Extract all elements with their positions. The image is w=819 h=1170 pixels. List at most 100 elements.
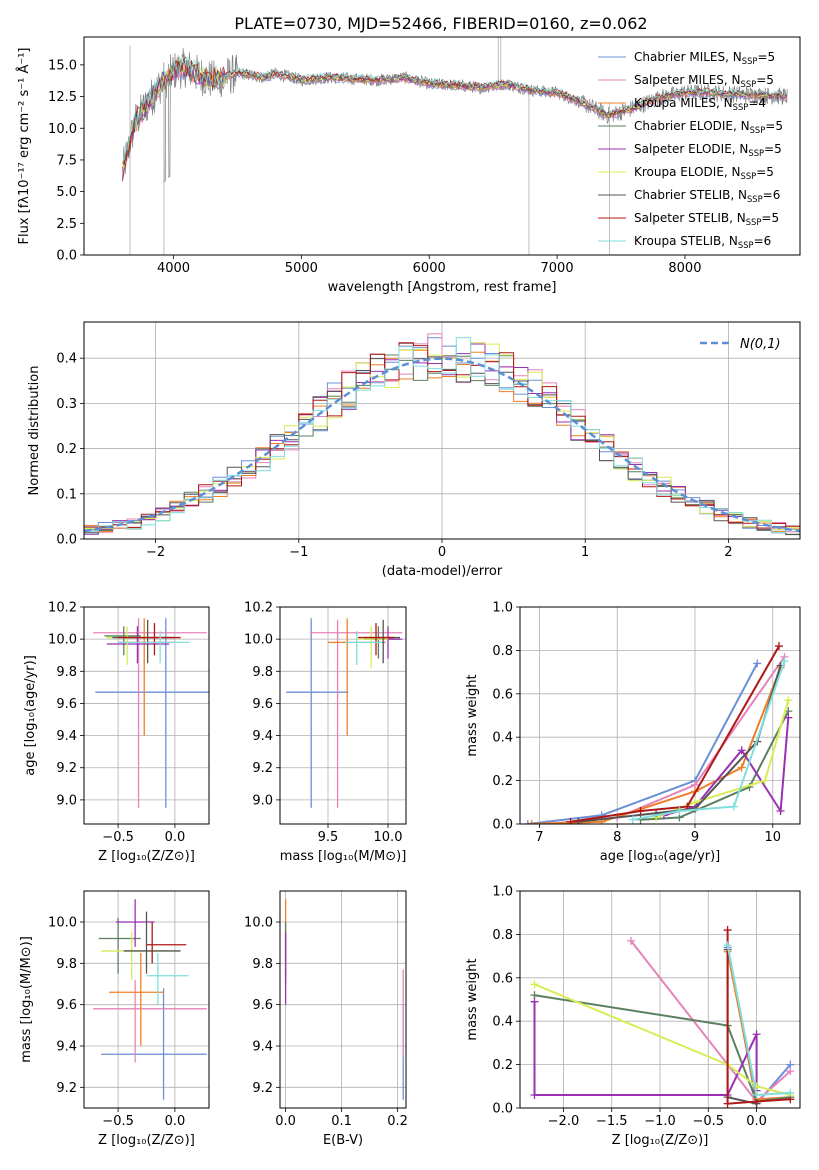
legend: Chabrier MILES, NSSP=5 Salpeter MILES, NS… xyxy=(598,50,783,250)
y-tick-label: 10.0 xyxy=(48,916,77,931)
plot-area xyxy=(122,37,788,255)
data-point-marker xyxy=(628,815,637,824)
y-tick-label: 10.0 xyxy=(244,633,273,648)
y-tick-label: 0.4 xyxy=(492,731,513,746)
panel-mass-weight-vs-Z: −2.0 −1.5 −1.0 −0.5 0.0 0.0 0.2 0.4 0.6 0.8 1.0 Z [… xyxy=(465,885,801,1148)
data-point-marker xyxy=(530,980,539,989)
data-point-marker xyxy=(752,1082,761,1091)
x-tick-label: −1 xyxy=(289,545,308,560)
data-point-marker xyxy=(723,1099,732,1108)
y-tick-label: 0.4 xyxy=(492,1015,513,1030)
axes-frame xyxy=(279,890,407,1109)
y-axis-label: age [log₁₀(age/yr)] xyxy=(23,655,38,776)
legend-label: Salpeter STELIB, NSSP=5 xyxy=(634,211,779,227)
data-point-marker xyxy=(566,817,575,824)
mass-weight-series-line xyxy=(527,662,759,824)
x-tick-label: 0.2 xyxy=(387,1114,408,1129)
panel-mass-weight-vs-age: 7 8 9 10 0.0 0.2 0.4 0.6 0.8 1.0 age [log₁₀(age/yr… xyxy=(465,601,801,864)
y-tick-label: 9.2 xyxy=(56,1081,77,1096)
model-series-line xyxy=(122,57,787,165)
y-tick-label: 0.1 xyxy=(56,487,77,502)
data-point-marker xyxy=(627,936,636,945)
legend-label: Salpeter ELODIE, NSSP=5 xyxy=(634,142,782,158)
x-tick-label: 10 xyxy=(765,830,782,845)
data-point-marker xyxy=(675,806,684,815)
y-tick-label: 9.6 xyxy=(56,697,77,712)
axes-frame xyxy=(83,321,801,540)
data-point-marker xyxy=(636,806,645,815)
x-tick-label: 4000 xyxy=(157,261,190,276)
y-tick-label: 9.4 xyxy=(56,729,77,744)
data-point-marker xyxy=(753,659,762,668)
data-point-marker xyxy=(786,1067,795,1076)
data-point-marker xyxy=(784,713,793,722)
data-point-marker xyxy=(530,997,539,1006)
legend-label: Kroupa STELIB, NSSP=6 xyxy=(634,234,771,250)
y-tick-label: 0.0 xyxy=(492,1102,513,1117)
data-point-marker xyxy=(543,820,552,824)
y-axis-label: mass weight xyxy=(465,674,480,756)
y-tick-label: 0.2 xyxy=(56,442,77,457)
y-tick-label: 7.5 xyxy=(56,153,77,168)
mass-weight-series-line xyxy=(533,1001,758,1096)
axes-frame xyxy=(279,606,407,825)
x-tick-label: 6000 xyxy=(413,261,446,276)
data-point-marker xyxy=(737,746,746,755)
x-tick-label: 5000 xyxy=(285,261,318,276)
axes-frame xyxy=(519,606,801,825)
y-tick-label: 9.6 xyxy=(252,697,273,712)
mass-weight-series-line xyxy=(547,656,786,824)
y-tick-label: 9.6 xyxy=(56,998,77,1013)
x-tick-label: 0.0 xyxy=(275,1114,296,1129)
y-tick-label: 9.4 xyxy=(252,1040,273,1055)
y-tick-label: 9.0 xyxy=(56,793,77,808)
legend-label: Chabrier ELODIE, NSSP=5 xyxy=(634,119,783,135)
y-tick-label: 0.0 xyxy=(56,533,77,548)
y-tick-label: 10.2 xyxy=(244,601,273,616)
x-tick-label: −1.5 xyxy=(596,1114,628,1129)
x-axis-label: wavelength [Angstrom, rest frame] xyxy=(328,280,557,295)
y-tick-label: 0.3 xyxy=(56,397,77,412)
x-tick-label: 0.0 xyxy=(746,1114,767,1129)
x-tick-label: 7 xyxy=(535,830,543,845)
x-tick-label: 1 xyxy=(581,545,589,560)
y-tick-label: 10.0 xyxy=(48,633,77,648)
y-tick-label: 9.4 xyxy=(56,1040,77,1055)
axes-frame xyxy=(83,890,210,1109)
y-tick-label: 0.2 xyxy=(492,1058,513,1073)
data-point-marker xyxy=(523,820,532,824)
y-tick-label: 9.4 xyxy=(252,729,273,744)
data-spectrum-line xyxy=(122,48,788,183)
data-point-marker xyxy=(776,806,785,815)
x-tick-label: 10.0 xyxy=(374,830,403,845)
data-point-marker xyxy=(752,1030,761,1039)
y-tick-label: 9.6 xyxy=(252,998,273,1013)
x-tick-label: 0.1 xyxy=(331,1114,352,1129)
plot-area xyxy=(93,618,209,808)
y-tick-label: 10.0 xyxy=(244,916,273,931)
x-tick-label: 2 xyxy=(724,545,732,560)
data-point-marker xyxy=(530,1090,539,1099)
mass-weight-series-line xyxy=(726,930,791,1105)
data-point-marker xyxy=(683,802,692,811)
y-tick-label: 0.0 xyxy=(492,818,513,833)
x-tick-label: −1.0 xyxy=(644,1114,676,1129)
y-tick-label: 9.8 xyxy=(56,665,77,680)
data-point-marker xyxy=(786,1088,795,1097)
data-point-marker xyxy=(527,820,536,824)
y-tick-label: 15.0 xyxy=(48,58,77,73)
y-tick-label: 9.8 xyxy=(252,665,273,680)
data-point-marker xyxy=(752,1090,761,1099)
y-axis-label: mass [log₁₀(M/M⊙)] xyxy=(19,936,34,1063)
x-tick-label: −0.5 xyxy=(102,1114,134,1129)
x-axis-label: (data-model)/error xyxy=(382,564,503,579)
panel-mass-vs-ebv: 0.0 0.1 0.2 9.2 9.4 9.6 9.8 10.0 E(B-V) xyxy=(244,890,408,1148)
y-tick-label: 0.4 xyxy=(56,352,77,367)
y-tick-label: 0.2 xyxy=(492,774,513,789)
legend-label: Kroupa ELODIE, NSSP=5 xyxy=(634,165,774,181)
mass-weight-series-line xyxy=(534,994,791,1103)
legend-label: Kroupa MILES, NSSP=4 xyxy=(634,96,766,112)
x-axis-label: E(B-V) xyxy=(323,1133,363,1148)
data-point-marker xyxy=(761,776,769,785)
plot-area xyxy=(523,642,793,824)
